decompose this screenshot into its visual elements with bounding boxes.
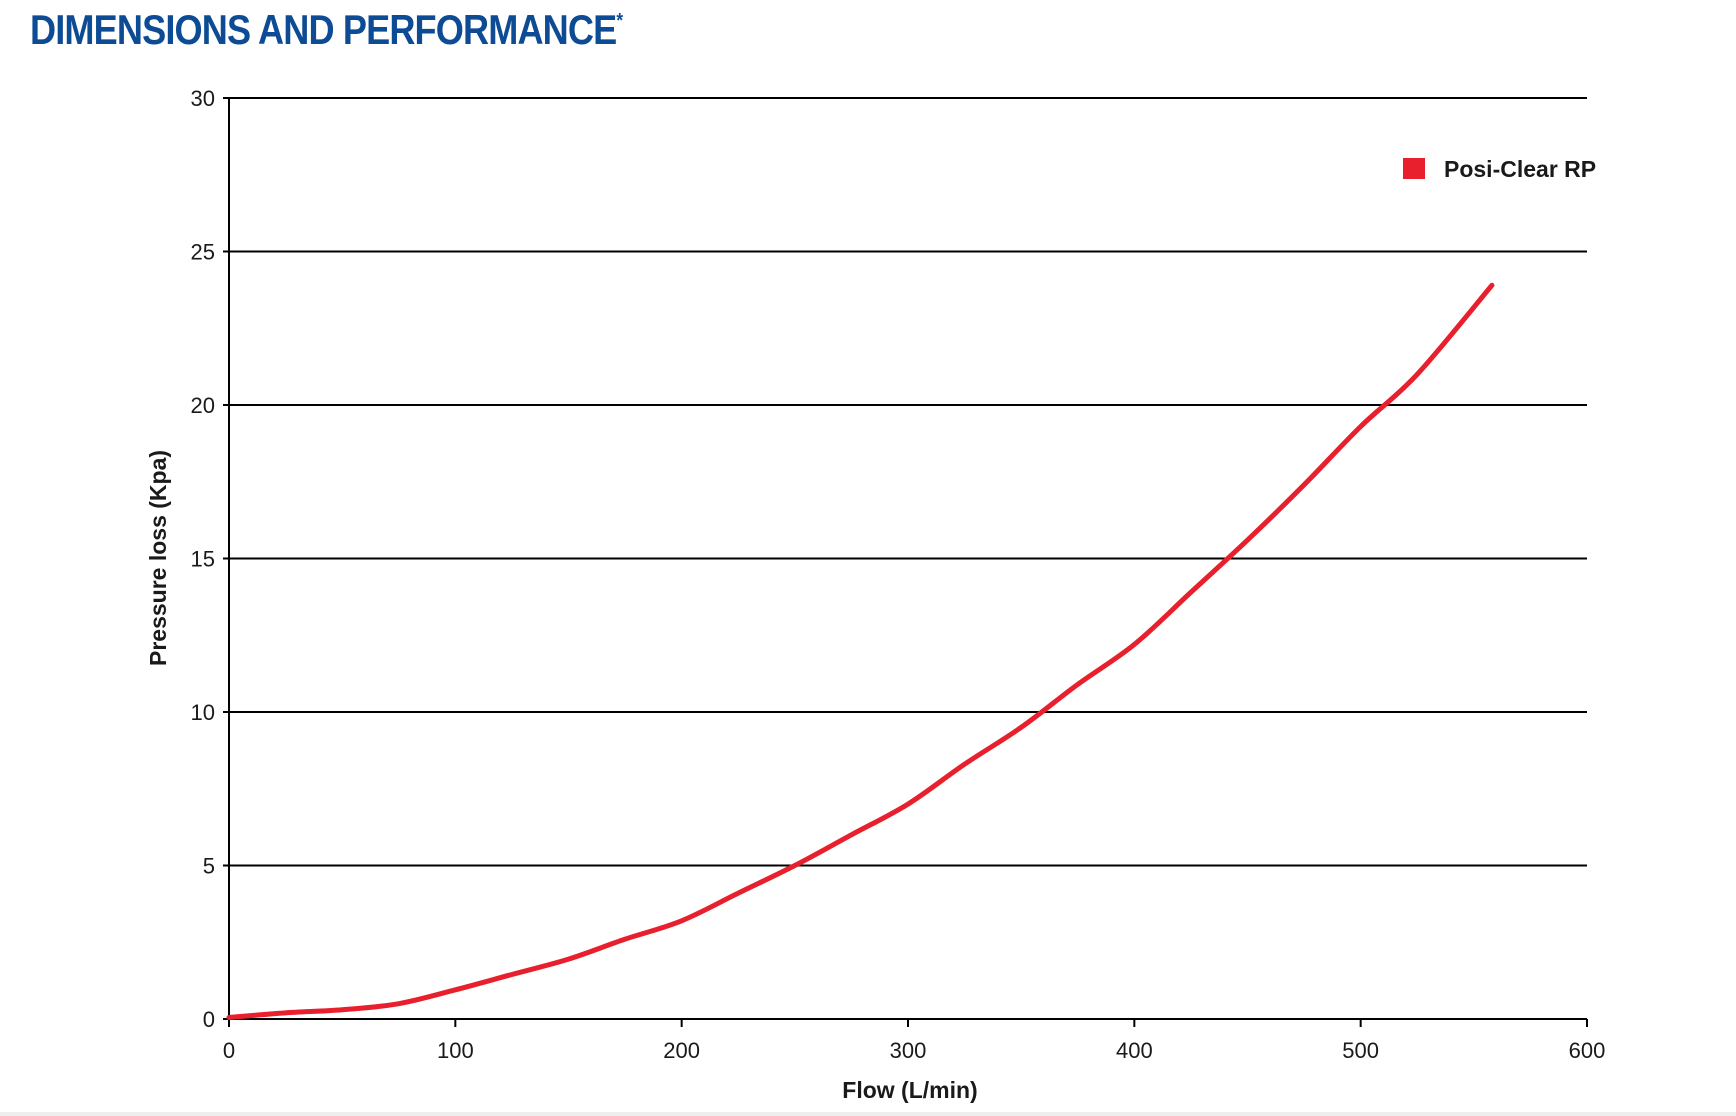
y-tick-label: 30 — [191, 86, 215, 111]
x-tick-label: 500 — [1342, 1038, 1379, 1063]
x-tick-label: 600 — [1569, 1038, 1606, 1063]
y-tick-label: 20 — [191, 393, 215, 418]
x-tick-label: 400 — [1116, 1038, 1153, 1063]
series-line-0 — [226, 282, 1495, 1020]
x-tick-label: 0 — [223, 1038, 235, 1063]
y-tick-label: 15 — [191, 547, 215, 572]
y-tick-label: 5 — [203, 854, 215, 879]
page-title: DIMENSIONS AND PERFORMANCE* — [30, 6, 623, 54]
axis-layer — [223, 97, 1588, 1027]
y-tick-label: 25 — [191, 240, 215, 265]
series-layer — [226, 282, 1495, 1020]
x-tick-label: 200 — [663, 1038, 700, 1063]
grid-layer — [229, 97, 1587, 1020]
title-footnote-mark: * — [616, 10, 623, 32]
x-tick-label: 300 — [890, 1038, 927, 1063]
legend-swatch — [1403, 158, 1425, 179]
page-title-text: DIMENSIONS AND PERFORMANCE — [30, 6, 617, 53]
y-tick-label: 0 — [203, 1007, 215, 1032]
x-axis-title: Flow (L/min) — [842, 1077, 977, 1103]
y-tick-label: 10 — [191, 700, 215, 725]
x-tick-label: 100 — [437, 1038, 474, 1063]
legend: Posi-Clear RP — [1403, 156, 1596, 182]
y-axis-title: Pressure loss (Kpa) — [145, 450, 171, 666]
legend-label: Posi-Clear RP — [1444, 156, 1596, 182]
page-bottom-rule — [0, 1112, 1736, 1116]
